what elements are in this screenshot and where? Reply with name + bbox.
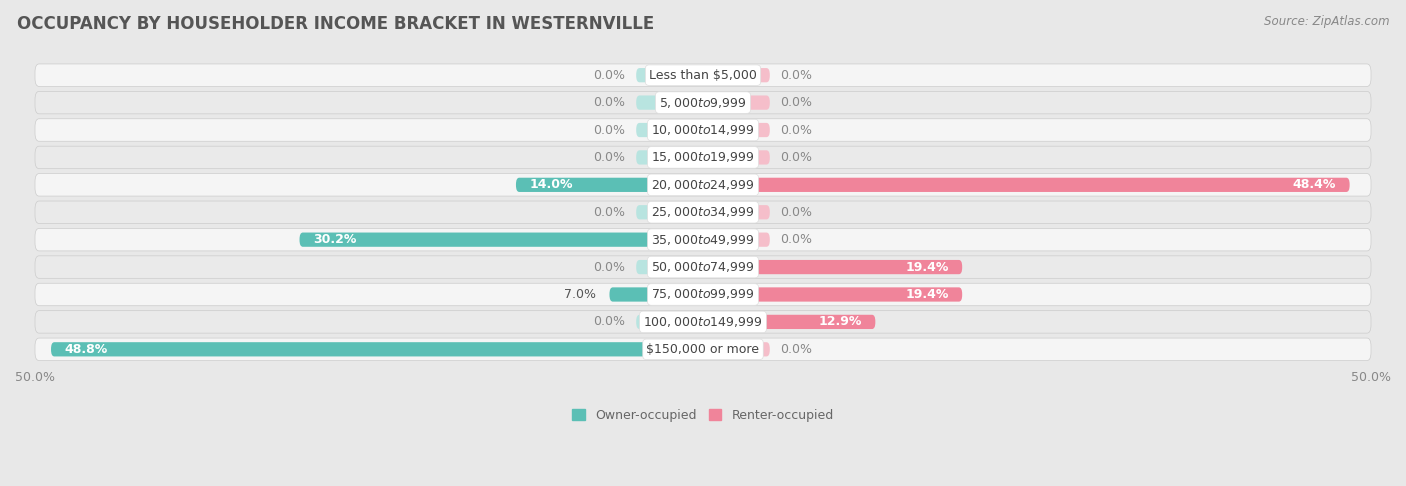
FancyBboxPatch shape xyxy=(35,91,1371,114)
Text: 0.0%: 0.0% xyxy=(780,206,813,219)
Text: 48.8%: 48.8% xyxy=(65,343,108,356)
Legend: Owner-occupied, Renter-occupied: Owner-occupied, Renter-occupied xyxy=(568,404,838,427)
FancyBboxPatch shape xyxy=(703,260,962,274)
Text: Less than $5,000: Less than $5,000 xyxy=(650,69,756,82)
FancyBboxPatch shape xyxy=(703,178,1350,192)
Text: $25,000 to $34,999: $25,000 to $34,999 xyxy=(651,205,755,219)
Text: 0.0%: 0.0% xyxy=(593,123,626,137)
FancyBboxPatch shape xyxy=(703,315,876,329)
FancyBboxPatch shape xyxy=(51,342,703,356)
FancyBboxPatch shape xyxy=(35,119,1371,141)
Text: $20,000 to $24,999: $20,000 to $24,999 xyxy=(651,178,755,192)
FancyBboxPatch shape xyxy=(703,150,770,165)
FancyBboxPatch shape xyxy=(636,68,703,82)
Text: 14.0%: 14.0% xyxy=(529,178,572,191)
FancyBboxPatch shape xyxy=(35,146,1371,169)
FancyBboxPatch shape xyxy=(35,311,1371,333)
FancyBboxPatch shape xyxy=(703,287,962,302)
FancyBboxPatch shape xyxy=(636,150,703,165)
FancyBboxPatch shape xyxy=(703,232,770,247)
Text: $50,000 to $74,999: $50,000 to $74,999 xyxy=(651,260,755,274)
Text: $5,000 to $9,999: $5,000 to $9,999 xyxy=(659,96,747,110)
Text: $35,000 to $49,999: $35,000 to $49,999 xyxy=(651,233,755,247)
FancyBboxPatch shape xyxy=(35,174,1371,196)
Text: OCCUPANCY BY HOUSEHOLDER INCOME BRACKET IN WESTERNVILLE: OCCUPANCY BY HOUSEHOLDER INCOME BRACKET … xyxy=(17,15,654,33)
Text: 0.0%: 0.0% xyxy=(780,343,813,356)
Text: 0.0%: 0.0% xyxy=(593,96,626,109)
Text: 0.0%: 0.0% xyxy=(593,151,626,164)
Text: $10,000 to $14,999: $10,000 to $14,999 xyxy=(651,123,755,137)
Text: $150,000 or more: $150,000 or more xyxy=(647,343,759,356)
FancyBboxPatch shape xyxy=(299,232,703,247)
FancyBboxPatch shape xyxy=(703,205,770,219)
Text: 19.4%: 19.4% xyxy=(905,260,949,274)
FancyBboxPatch shape xyxy=(609,287,703,302)
FancyBboxPatch shape xyxy=(636,205,703,219)
Text: 0.0%: 0.0% xyxy=(593,260,626,274)
FancyBboxPatch shape xyxy=(636,260,703,274)
Text: 7.0%: 7.0% xyxy=(564,288,596,301)
Text: 48.4%: 48.4% xyxy=(1294,178,1336,191)
FancyBboxPatch shape xyxy=(35,228,1371,251)
Text: 12.9%: 12.9% xyxy=(818,315,862,329)
FancyBboxPatch shape xyxy=(636,123,703,137)
Text: 0.0%: 0.0% xyxy=(780,96,813,109)
FancyBboxPatch shape xyxy=(35,338,1371,361)
FancyBboxPatch shape xyxy=(703,95,770,110)
Text: 0.0%: 0.0% xyxy=(780,151,813,164)
Text: 0.0%: 0.0% xyxy=(593,69,626,82)
FancyBboxPatch shape xyxy=(703,68,770,82)
FancyBboxPatch shape xyxy=(35,64,1371,87)
Text: $100,000 to $149,999: $100,000 to $149,999 xyxy=(644,315,762,329)
Text: $15,000 to $19,999: $15,000 to $19,999 xyxy=(651,151,755,164)
FancyBboxPatch shape xyxy=(35,201,1371,224)
Text: 0.0%: 0.0% xyxy=(780,123,813,137)
FancyBboxPatch shape xyxy=(35,256,1371,278)
FancyBboxPatch shape xyxy=(703,123,770,137)
Text: 0.0%: 0.0% xyxy=(593,315,626,329)
Text: 0.0%: 0.0% xyxy=(780,233,813,246)
Text: 0.0%: 0.0% xyxy=(593,206,626,219)
Text: 0.0%: 0.0% xyxy=(780,69,813,82)
FancyBboxPatch shape xyxy=(35,283,1371,306)
Text: Source: ZipAtlas.com: Source: ZipAtlas.com xyxy=(1264,15,1389,28)
FancyBboxPatch shape xyxy=(516,178,703,192)
FancyBboxPatch shape xyxy=(636,315,703,329)
Text: 19.4%: 19.4% xyxy=(905,288,949,301)
Text: 30.2%: 30.2% xyxy=(314,233,356,246)
FancyBboxPatch shape xyxy=(636,95,703,110)
Text: $75,000 to $99,999: $75,000 to $99,999 xyxy=(651,288,755,301)
FancyBboxPatch shape xyxy=(703,342,770,356)
